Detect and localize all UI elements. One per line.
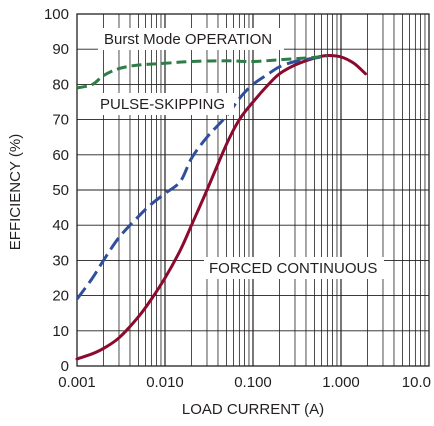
y-tick-label: 100 — [44, 6, 69, 23]
series-pulse-skipping-line — [75, 54, 328, 300]
annotation-forced-continuous: FORCED CONTINUOUS — [209, 260, 377, 277]
annotation-background — [98, 28, 284, 50]
x-tick-label: 10.0 — [402, 374, 431, 391]
annotation-layer: Burst Mode OPERATION PULSE-SKIPPING FORC… — [94, 28, 384, 279]
y-tick-label: 40 — [52, 217, 69, 234]
x-tick-label: 0.001 — [58, 374, 96, 391]
annotation-background — [204, 257, 384, 279]
x-tick-label: 1.000 — [322, 374, 360, 391]
y-tick-label: 0 — [61, 358, 69, 375]
plot-border — [76, 13, 430, 367]
tick-labels: 0 10 20 30 40 50 60 70 80 90 100 0.001 0.010 0.100 1.0… — [44, 6, 431, 391]
y-tick-label: 10 — [52, 323, 69, 340]
y-tick-label: 70 — [52, 112, 69, 129]
y-tick-label: 30 — [52, 252, 69, 269]
y-tick-label: 60 — [52, 147, 69, 164]
y-axis-title: EFFICIENCY (%) — [7, 134, 24, 250]
series-forced-continuous-line — [75, 53, 367, 361]
annotation-background — [94, 93, 234, 115]
y-tick-label: 90 — [52, 41, 69, 58]
grid-layer — [77, 14, 429, 366]
y-tick-label: 50 — [52, 182, 69, 199]
x-axis-title: LOAD CURRENT (A) — [182, 401, 324, 418]
series-burst-mode-line — [76, 54, 328, 90]
y-tick-label: 80 — [52, 76, 69, 93]
annotation-pulse-skipping: PULSE-SKIPPING — [100, 96, 225, 113]
x-tick-label: 0.100 — [234, 374, 272, 391]
plot-frame — [76, 13, 430, 367]
annotation-burst-mode: Burst Mode OPERATION — [104, 31, 272, 48]
x-tick-label: 0.010 — [146, 374, 184, 391]
series-layer — [75, 53, 367, 361]
y-tick-label: 20 — [52, 288, 69, 305]
